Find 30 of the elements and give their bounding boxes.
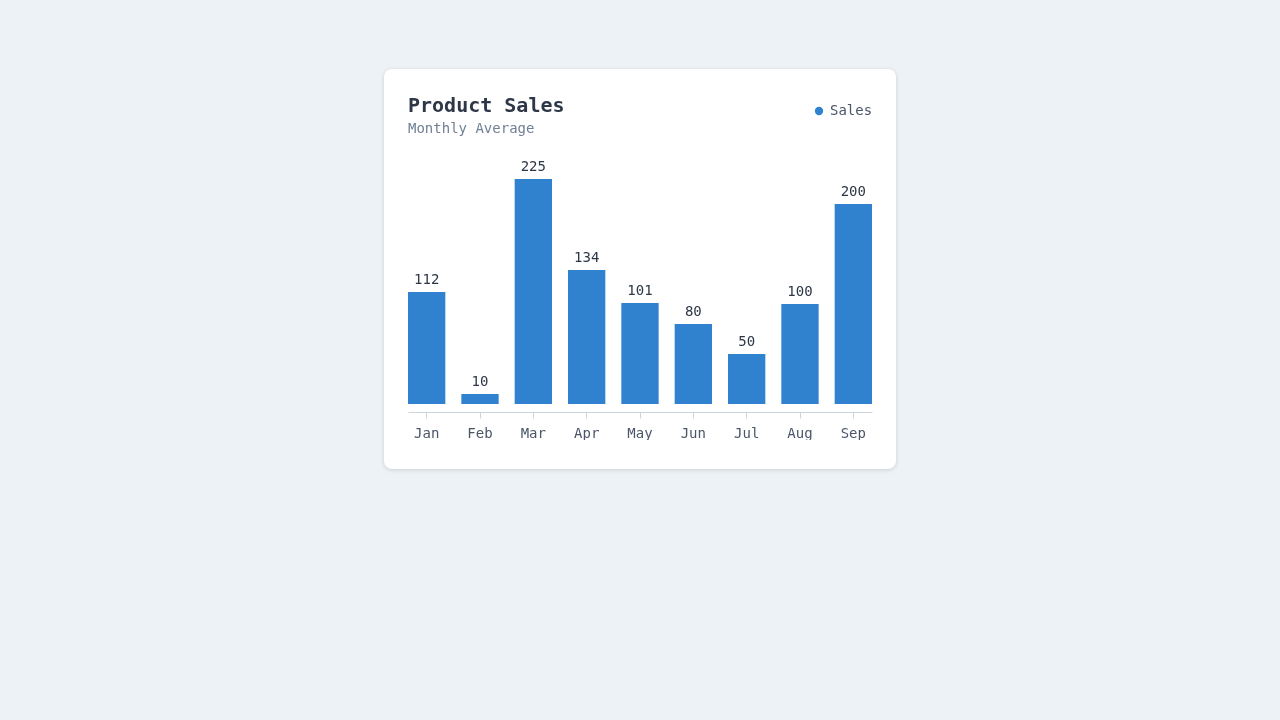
data-label: 134	[574, 249, 600, 265]
bar	[674, 324, 712, 404]
data-label: 200	[840, 183, 866, 199]
x-tick-label: May	[627, 424, 653, 441]
legend-label: Sales	[830, 102, 873, 118]
x-tick-label: Aug	[787, 424, 813, 441]
x-tick-label: Jul	[734, 424, 760, 441]
x-tick-label: Apr	[574, 424, 600, 441]
data-label: 112	[414, 271, 440, 287]
chart-title: Product Sales	[408, 93, 565, 117]
chart-subtitle: Monthly Average	[408, 119, 536, 138]
bar	[781, 304, 819, 404]
bar	[728, 354, 766, 404]
bar	[408, 292, 446, 404]
bar	[568, 270, 606, 404]
bar	[514, 179, 552, 404]
bar	[834, 204, 872, 404]
x-tick-label: Mar	[520, 424, 546, 441]
data-label: 225	[520, 158, 546, 174]
x-tick-label: Feb	[467, 424, 493, 441]
x-tick-label: Jun	[680, 424, 706, 441]
bar	[621, 303, 659, 404]
data-label: 80	[684, 303, 702, 319]
data-label: 10	[471, 373, 489, 389]
data-label: 100	[787, 283, 813, 299]
x-tick-label: Jan	[414, 424, 440, 441]
data-label: 101	[627, 282, 653, 298]
x-tick-label: Sep	[840, 424, 866, 441]
bar	[461, 394, 499, 404]
data-label: 50	[738, 333, 756, 349]
